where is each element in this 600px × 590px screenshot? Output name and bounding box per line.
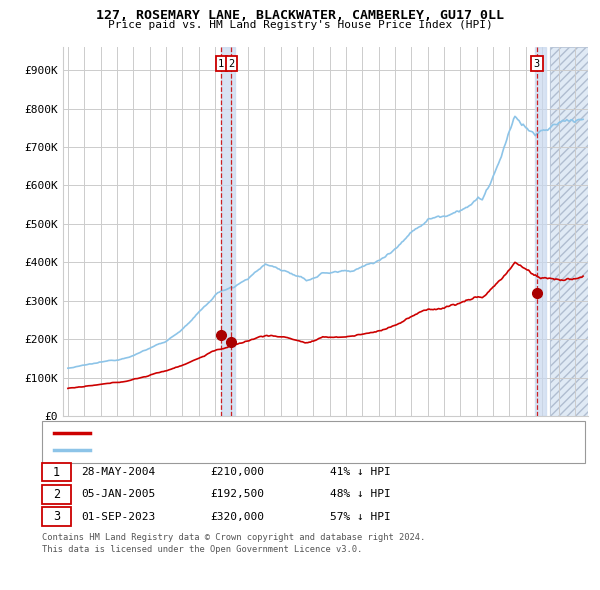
Text: £320,000: £320,000 xyxy=(210,512,264,522)
Text: 48% ↓ HPI: 48% ↓ HPI xyxy=(330,490,391,499)
Bar xyxy=(221,47,235,416)
Text: 127, ROSEMARY LANE, BLACKWATER, CAMBERLEY, GU17 0LL: 127, ROSEMARY LANE, BLACKWATER, CAMBERLE… xyxy=(96,9,504,22)
Text: £192,500: £192,500 xyxy=(210,490,264,499)
Text: 1: 1 xyxy=(53,466,60,478)
Text: 05-JAN-2005: 05-JAN-2005 xyxy=(81,490,155,499)
Text: 1: 1 xyxy=(218,59,224,69)
Bar xyxy=(550,47,600,416)
Text: 127, ROSEMARY LANE, BLACKWATER, CAMBERLEY, GU17 0LL (detached house): 127, ROSEMARY LANE, BLACKWATER, CAMBERLE… xyxy=(96,428,504,438)
Text: 57% ↓ HPI: 57% ↓ HPI xyxy=(330,512,391,522)
Text: 2: 2 xyxy=(229,59,235,69)
Text: 41% ↓ HPI: 41% ↓ HPI xyxy=(330,467,391,477)
Text: £210,000: £210,000 xyxy=(210,467,264,477)
Text: 2: 2 xyxy=(53,488,60,501)
Text: 01-SEP-2023: 01-SEP-2023 xyxy=(81,512,155,522)
Text: 28-MAY-2004: 28-MAY-2004 xyxy=(81,467,155,477)
Bar xyxy=(550,47,600,416)
Text: HPI: Average price, detached house, Hart: HPI: Average price, detached house, Hart xyxy=(96,445,336,455)
Text: Contains HM Land Registry data © Crown copyright and database right 2024.: Contains HM Land Registry data © Crown c… xyxy=(42,533,425,542)
Text: This data is licensed under the Open Government Licence v3.0.: This data is licensed under the Open Gov… xyxy=(42,545,362,554)
Bar xyxy=(535,47,546,416)
Text: 3: 3 xyxy=(53,510,60,523)
Text: Price paid vs. HM Land Registry's House Price Index (HPI): Price paid vs. HM Land Registry's House … xyxy=(107,20,493,30)
Text: 3: 3 xyxy=(533,59,540,69)
